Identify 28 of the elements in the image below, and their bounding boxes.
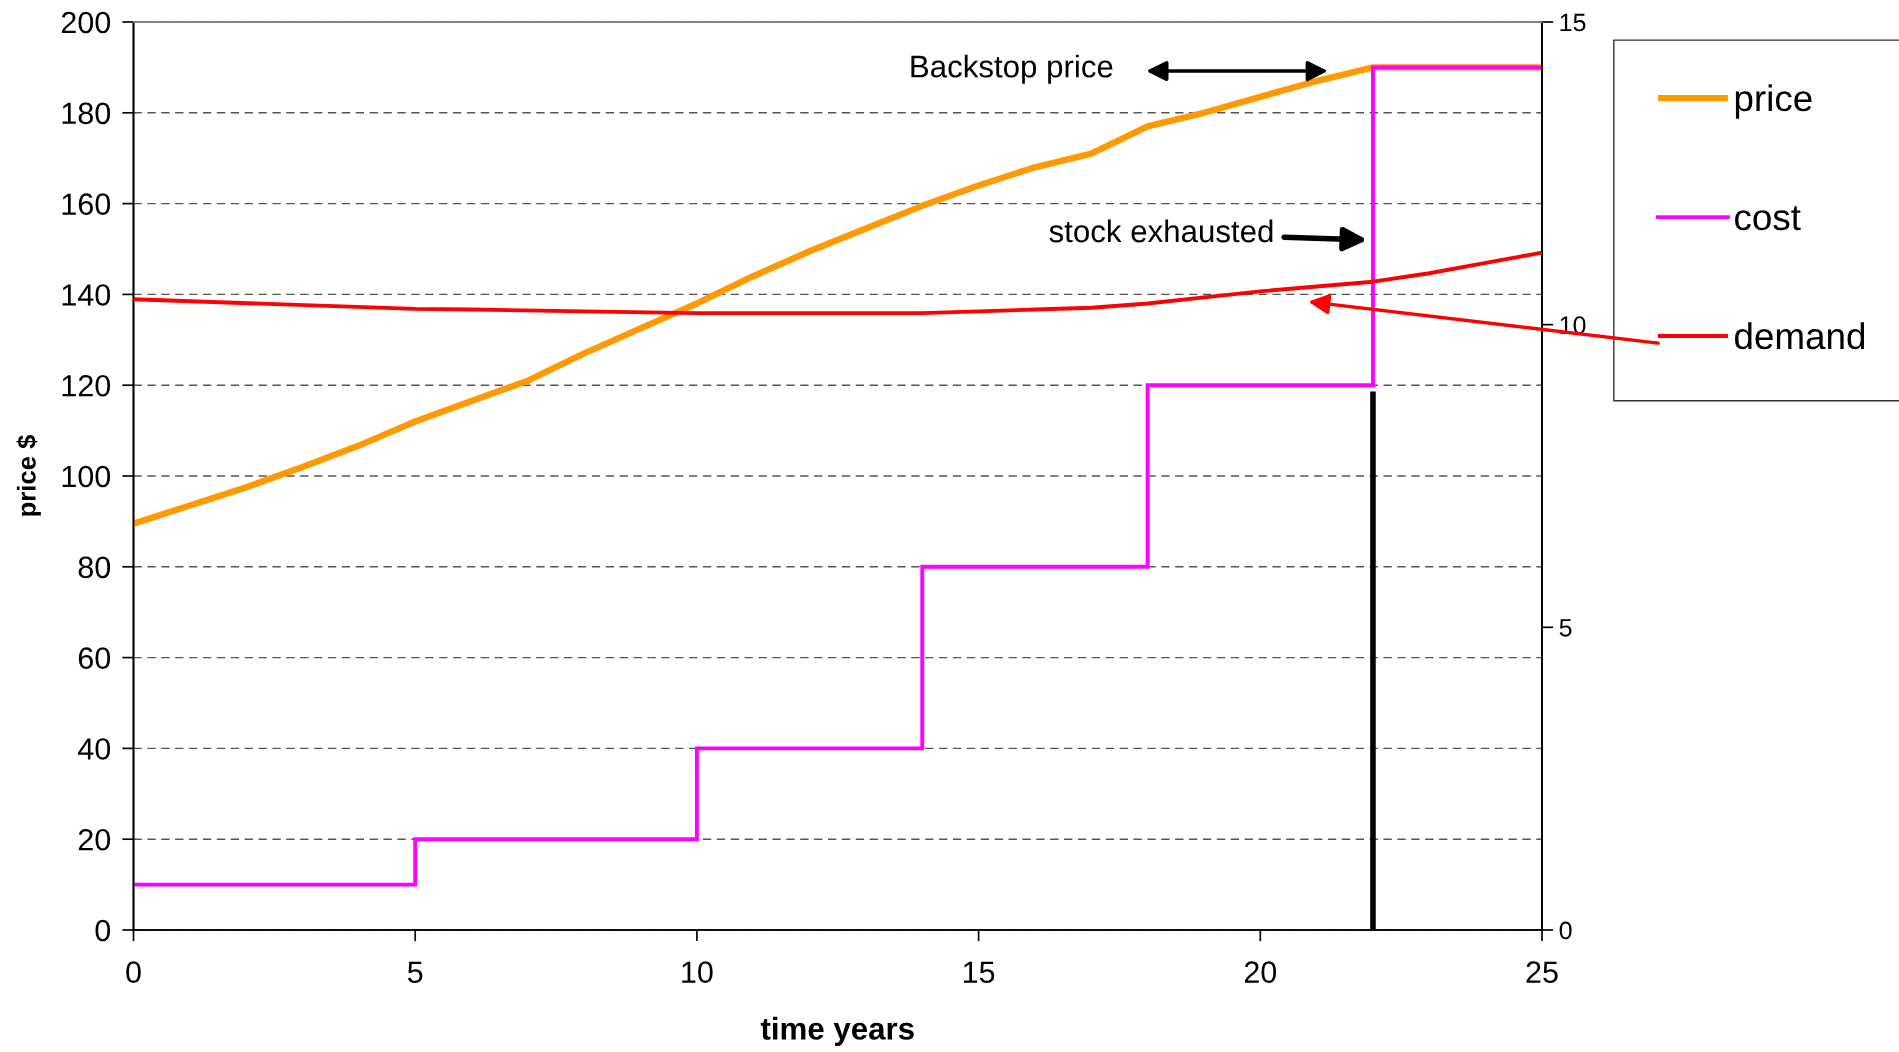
x-tick-label: 20 [1244, 961, 1277, 983]
y-tick-label: 60 [78, 647, 111, 669]
y2-tick-label: 5 [1559, 619, 1572, 637]
legend-label: cost [1735, 206, 1801, 231]
y-tick-label: 80 [78, 556, 111, 579]
legend-label: price [1735, 84, 1812, 119]
x-tick-label: 5 [407, 961, 423, 983]
x-tick-label: 25 [1526, 961, 1558, 983]
annotation: Backstop price [911, 54, 1113, 84]
x-tick-label: 0 [126, 961, 141, 983]
x-axis-title: time years [760, 1016, 914, 1046]
y2-tick-label: 15 [1560, 13, 1586, 32]
y-tick-label: 140 [62, 284, 111, 306]
y-tick-label: 200 [61, 11, 111, 34]
x-tick-label: 10 [682, 961, 713, 983]
x-tick-label: 15 [963, 961, 995, 983]
legend-label: demand [1735, 322, 1865, 350]
y-tick-label: 0 [95, 919, 111, 942]
line-series [133, 250, 1542, 316]
y-tick-label: 100 [62, 465, 111, 488]
y-tick-label: 160 [62, 193, 111, 215]
y-tick-label: 180 [62, 102, 111, 125]
y-tick-label: 120 [62, 374, 111, 397]
y-tick-label: 20 [78, 828, 111, 851]
annotation: stock exhausted [1049, 219, 1273, 243]
y-tick-label: 40 [78, 738, 111, 760]
y2-tick-label: 0 [1559, 921, 1572, 940]
y-axis-title: price $ [16, 434, 41, 516]
